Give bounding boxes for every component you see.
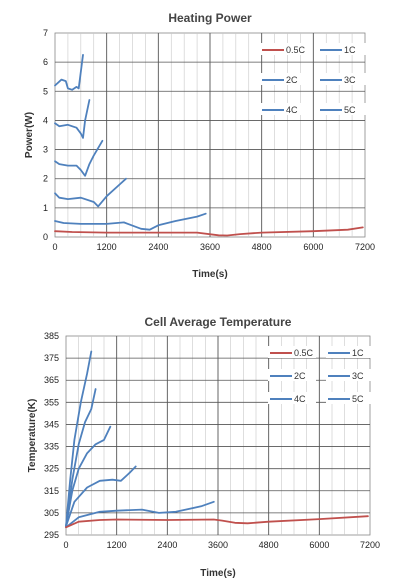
chart-title: Heating Power [168, 11, 252, 25]
x-axis-label: Time(s) [200, 568, 235, 579]
y-tick-label: 325 [44, 464, 59, 474]
x-tick-label: 6000 [309, 540, 329, 550]
legend-item-5C: 5C [326, 392, 374, 404]
x-tick-label: 1200 [97, 242, 117, 252]
series-line-1C [65, 500, 215, 529]
series-line-4C [54, 99, 91, 139]
series-line-0.5C [54, 226, 364, 237]
y-tick-label: 365 [44, 375, 59, 385]
legend-label: 1C [344, 45, 356, 55]
x-tick-label: 7200 [355, 242, 375, 252]
y-tick-label: 345 [44, 419, 59, 429]
x-tick-label: 2400 [148, 242, 168, 252]
y-tick-label: 375 [44, 353, 59, 363]
legend-label: 2C [286, 75, 298, 85]
y-tick-label: 355 [44, 397, 59, 407]
legend-item-3C: 3C [326, 369, 374, 381]
legend-label: 3C [352, 371, 364, 381]
legend-label: 5C [344, 105, 356, 115]
legend-label: 4C [286, 105, 298, 115]
legend-label: 2C [294, 371, 306, 381]
y-tick-label: 4 [43, 115, 48, 125]
x-tick-label: 7200 [360, 540, 380, 550]
y-tick-label: 1 [43, 203, 48, 213]
series-line-3C [54, 139, 104, 177]
legend-item-4C: 4C [260, 103, 308, 115]
legend-item-0.5C: 0.5C [260, 43, 308, 55]
legend-label: 5C [352, 394, 364, 404]
y-tick-label: 0 [43, 232, 48, 242]
x-axis-label: Time(s) [192, 269, 227, 280]
chart-2: Cell Average Temperature 0 1200 2400 3600 480… [27, 315, 380, 579]
y-tick-label: 6 [43, 57, 48, 67]
series-line-5C [54, 54, 84, 91]
y-tick-label: 3 [43, 145, 48, 155]
y-tick-label: 335 [44, 442, 59, 452]
series-line-0.5C [65, 515, 369, 529]
x-tick-label: 1200 [107, 540, 127, 550]
legend-label: 0.5C [286, 45, 306, 55]
y-tick-label: 5 [43, 86, 48, 96]
y-tick-label: 315 [44, 486, 59, 496]
y-axis-label: Power(W) [24, 112, 35, 158]
x-tick-label: 3600 [200, 242, 220, 252]
series-line-4C [65, 388, 97, 528]
series-line-2C [65, 465, 137, 528]
chart-1: Heating Power 0 1200 2400 3600 4800 6000 7200 0 1… [24, 11, 375, 280]
legend-item-1C: 1C [318, 43, 366, 55]
y-tick-label: 385 [44, 331, 59, 341]
legend-label: 0.5C [294, 348, 314, 358]
legend-label: 3C [344, 75, 356, 85]
y-axis-label: Temperature(K) [27, 399, 38, 473]
legend-label: 1C [352, 348, 364, 358]
y-tick-label: 295 [44, 530, 59, 540]
series-line-5C [65, 350, 93, 528]
legend-label: 4C [294, 394, 306, 404]
series-line-2C [54, 177, 127, 208]
x-tick-label: 3600 [208, 540, 228, 550]
x-tick-label: 4800 [252, 242, 272, 252]
y-tick-label: 7 [43, 28, 48, 38]
y-tick-label: 305 [44, 508, 59, 518]
legend-item-2C: 2C [268, 369, 316, 381]
legend-item-4C: 4C [268, 392, 316, 404]
y-tick-label: 2 [43, 174, 48, 184]
legend-item-0.5C: 0.5C [268, 346, 316, 358]
x-tick-label: 0 [52, 242, 57, 252]
x-tick-label: 0 [63, 540, 68, 550]
legend-item-1C: 1C [326, 346, 374, 358]
x-tick-label: 6000 [303, 242, 323, 252]
legend-item-2C: 2C [260, 73, 308, 85]
series-line-1C [54, 212, 207, 231]
x-tick-label: 2400 [157, 540, 177, 550]
series-line-3C [65, 425, 112, 528]
x-tick-label: 4800 [259, 540, 279, 550]
legend-item-3C: 3C [318, 73, 366, 85]
legend-item-5C: 5C [318, 103, 366, 115]
chart-title: Cell Average Temperature [145, 315, 292, 329]
